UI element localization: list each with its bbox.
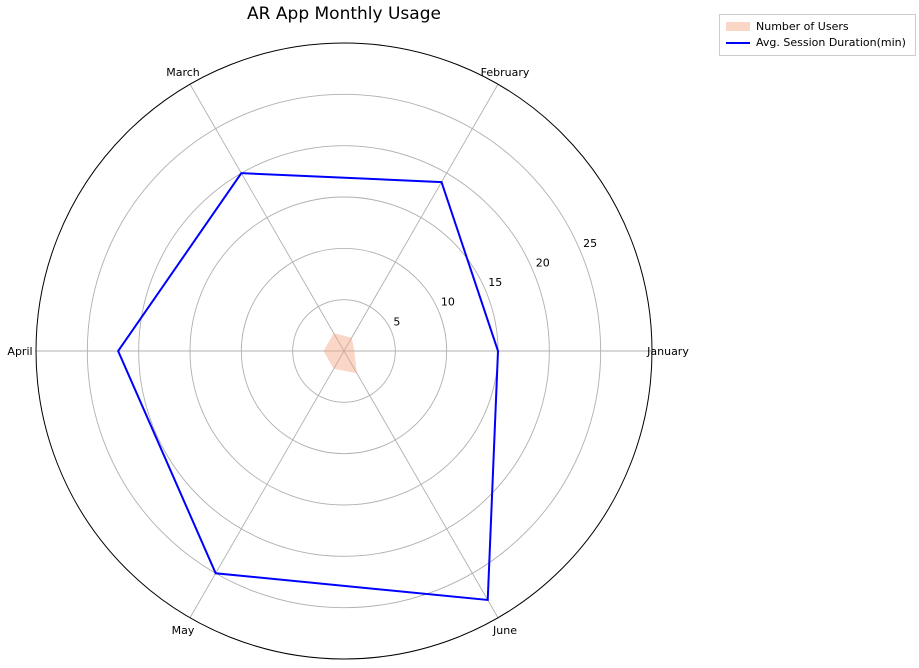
polar-frame [35,42,653,660]
radial-tick-label: 10 [441,296,455,309]
radial-tick-label: 5 [393,315,400,328]
chart-title-text: AR App Monthly Usage [247,4,441,24]
chart-legend: Number of Users Avg. Session Duration(mi… [719,14,916,56]
category-label: January [646,345,689,358]
angular-grid-spoke [343,350,499,618]
legend-swatch-session-duration [726,42,750,44]
legend-label-session-duration: Avg. Session Duration(min) [756,36,906,49]
radial-tick-label: 20 [536,256,550,269]
angular-grid-spoke [189,84,345,352]
radial-tick-label: 15 [488,276,502,289]
series-area-users [323,333,357,374]
angular-grid-spoke [343,84,499,352]
radial-tick-label: 25 [583,237,597,250]
series-line-session-duration [116,172,500,602]
category-label: June [492,624,517,637]
category-label: March [166,66,200,79]
legend-swatch-users [726,22,750,31]
category-label: February [481,66,530,79]
legend-label-users: Number of Users [756,20,849,33]
legend-item-session-duration: Avg. Session Duration(min) [725,35,913,53]
legend-item-users: Number of Users [725,19,913,37]
category-label: May [172,624,195,637]
category-label: April [7,345,32,358]
